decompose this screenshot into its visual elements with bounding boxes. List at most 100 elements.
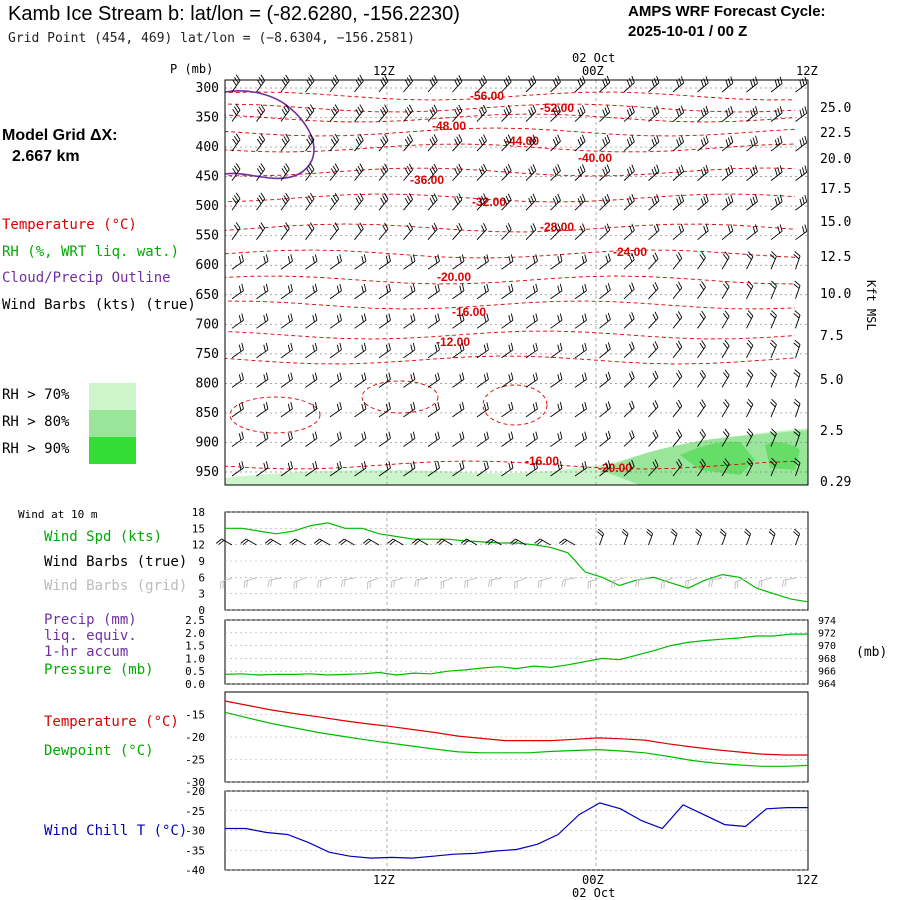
kft-tick-label: 0.29 — [820, 475, 851, 490]
wind-barb — [283, 136, 288, 143]
surface-wind-barb-grid — [342, 577, 355, 581]
isotherm-label: -40.00 — [578, 151, 612, 165]
wind-barb — [676, 402, 681, 409]
wind-barb — [701, 310, 706, 318]
wind-barb — [557, 433, 560, 441]
wind-barb — [626, 139, 631, 146]
wind-barb — [486, 372, 489, 380]
wind-barb — [314, 401, 318, 410]
wind-barb — [774, 198, 778, 206]
wind-barb — [795, 112, 808, 122]
wind-barb — [260, 104, 266, 111]
wind-barb — [483, 462, 487, 470]
legend-pressure: Pressure (mb) — [44, 662, 154, 678]
wind-barb — [486, 283, 489, 291]
wind-barb — [404, 79, 409, 87]
wind-barb — [478, 79, 483, 87]
wind-barb — [795, 285, 801, 299]
wind-barb — [750, 198, 754, 206]
wind-barb — [700, 109, 704, 117]
wind-barb — [769, 460, 776, 467]
wind-barb — [746, 372, 752, 378]
surface-wind-barb-true — [534, 538, 541, 544]
wind-barb — [770, 315, 777, 329]
wind-barb — [652, 284, 657, 291]
wind-barb — [582, 193, 586, 201]
wind-barb — [651, 168, 655, 176]
wind-barb — [280, 139, 290, 152]
wind-barb — [231, 198, 241, 211]
wind-barb — [779, 135, 783, 143]
wind-barb — [672, 141, 684, 152]
pressure-right-tick: 974 — [818, 616, 836, 627]
wind-barb — [680, 135, 685, 143]
wind-barb — [793, 431, 800, 437]
wind-barb — [752, 167, 756, 174]
wind-barb — [770, 256, 777, 270]
wind-barb — [721, 171, 734, 181]
wind-barb — [437, 372, 440, 380]
wind-barb — [795, 230, 808, 241]
wind-barb — [308, 106, 313, 114]
wind-barb — [746, 374, 754, 388]
wind-barb — [354, 319, 367, 329]
wind-barb — [456, 136, 461, 144]
wind-barb — [336, 374, 340, 382]
wind-barb — [701, 399, 706, 406]
surface-wind-barb-grid — [781, 579, 785, 588]
wind-barb — [599, 407, 611, 418]
wind-barb — [795, 462, 801, 477]
wind-barb — [510, 401, 514, 410]
wind-barb — [700, 80, 704, 88]
wind-barb — [746, 171, 758, 181]
wind-barb — [265, 342, 269, 350]
wind-barb — [654, 459, 659, 466]
wind-barb — [363, 431, 367, 439]
surface-wind-barb-grid — [246, 580, 248, 588]
wind-barb — [354, 198, 364, 211]
wind-barb — [437, 342, 440, 350]
wind-barb — [510, 254, 514, 262]
surface-wind-barb-grid — [244, 577, 257, 582]
precip-panel-tick-label: 2.0 — [185, 627, 205, 640]
surface-wind-barb-true — [671, 528, 678, 535]
wind-barb — [452, 110, 463, 122]
wind-barb — [703, 78, 707, 86]
isotherm-line — [224, 275, 796, 285]
rh-70-swatch — [89, 383, 136, 410]
wind-barb — [555, 166, 559, 174]
surface-wind-barb-grid — [636, 577, 649, 581]
wind-barb — [799, 198, 803, 206]
wind-barb — [256, 319, 269, 329]
wind-barb — [314, 372, 318, 380]
wind-barb — [606, 223, 611, 231]
wind-barb — [550, 467, 563, 477]
wind-barb — [283, 195, 288, 202]
legend-wind-spd: Wind Spd (kts) — [44, 529, 163, 545]
wind-barb — [574, 438, 587, 447]
windchill-panel-tick-label: -35 — [185, 844, 205, 857]
wind-barb — [794, 280, 801, 286]
kft-tick-label: 2.5 — [820, 424, 843, 439]
wind-barb — [486, 401, 489, 410]
wind-barb — [584, 342, 587, 350]
wind-barb — [458, 163, 463, 171]
wind-barb — [280, 80, 290, 93]
wind-barb — [410, 285, 413, 293]
wind-barb — [332, 195, 338, 202]
wind-barb — [483, 403, 487, 411]
wind-barb — [408, 134, 414, 141]
wind-barb — [574, 319, 587, 329]
wind-barb — [697, 346, 706, 359]
wind-barb — [433, 134, 438, 141]
wind-barb — [233, 165, 239, 172]
wind-barb — [452, 199, 463, 211]
isotherm-label: -16.00 — [525, 454, 559, 468]
p-axis-label: P (mb) — [170, 62, 214, 76]
surface-wind-barb-true — [509, 538, 516, 544]
surface-wind-barb-true — [340, 539, 347, 546]
surface-wind-barb-grid — [661, 577, 674, 583]
wind-barb — [476, 349, 489, 359]
wind-barb — [505, 195, 510, 203]
